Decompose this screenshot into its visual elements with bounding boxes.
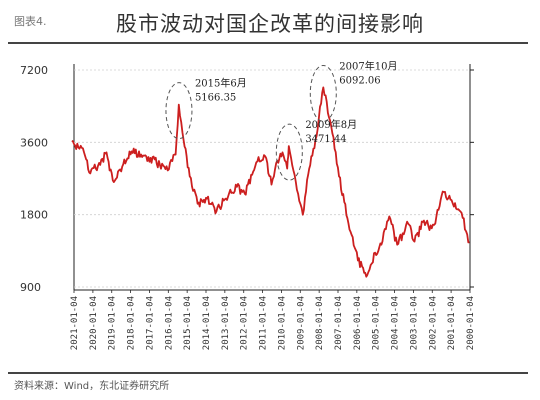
x-tick-label: 2017-01-04 [145, 296, 155, 350]
bottom-divider [8, 372, 528, 374]
x-tick-label: 2013-01-04 [221, 296, 231, 350]
y-tick-label: 900 [20, 281, 41, 294]
y-tick-label: 7200 [20, 64, 48, 77]
x-tick-label: 2015-01-04 [183, 296, 193, 350]
x-tick-label: 2019-01-04 [108, 296, 118, 350]
peak-annotation: 2007年10月 6092.06 [309, 59, 397, 122]
x-tick-label: 2004-01-04 [391, 296, 401, 350]
x-tick-label: 2021-01-04 [70, 296, 80, 350]
peak-highlight-ellipse [275, 123, 303, 181]
page-title: 股市波动对国企改革的间接影响 [116, 12, 424, 36]
x-tick-label: 2012-01-04 [240, 296, 250, 350]
x-tick-label: 2006-01-04 [353, 296, 363, 350]
x-tick-label: 2005-01-04 [372, 296, 382, 350]
x-tick-label: 2018-01-04 [127, 296, 137, 350]
x-tick-label: 2000-01-04 [466, 296, 476, 350]
chart-caption: 图表4. [14, 15, 47, 28]
peak-annotation: 2009年8月 3471.44 [275, 118, 357, 181]
top-divider [8, 42, 528, 44]
x-tick-label: 2014-01-04 [202, 296, 212, 350]
y-tick-label: 1800 [20, 209, 48, 222]
x-tick-label: 2008-01-04 [315, 296, 325, 350]
annotation-date: 2015年6月 [195, 77, 247, 90]
peak-annotation: 2015年6月 5166.35 [165, 77, 247, 140]
x-tick-label: 2010-01-04 [277, 296, 287, 350]
peak-highlight-ellipse [309, 64, 337, 122]
x-tick-label: 2020-01-04 [89, 296, 99, 350]
x-tick-label: 2003-01-04 [409, 296, 419, 350]
x-tick-label: 2001-01-04 [447, 296, 457, 350]
y-tick-label: 3600 [20, 136, 48, 149]
source-note: 资料来源：Wind，东北证券研究所 [14, 381, 170, 392]
peak-highlight-ellipse [165, 82, 193, 140]
annotation-value: 6092.06 [339, 75, 380, 86]
x-tick-label: 2002-01-04 [428, 296, 438, 350]
x-tick-label: 2007-01-04 [334, 296, 344, 350]
annotation-value: 3471.44 [305, 134, 346, 145]
annotation-date: 2009年8月 [305, 118, 357, 131]
annotation-date: 2007年10月 [339, 59, 397, 72]
annotation-value: 5166.35 [195, 93, 236, 104]
series-line [71, 86, 470, 278]
x-tick-label: 2016-01-04 [164, 296, 174, 350]
x-tick-label: 2009-01-04 [296, 296, 306, 350]
x-tick-label: 2011-01-04 [259, 296, 269, 350]
